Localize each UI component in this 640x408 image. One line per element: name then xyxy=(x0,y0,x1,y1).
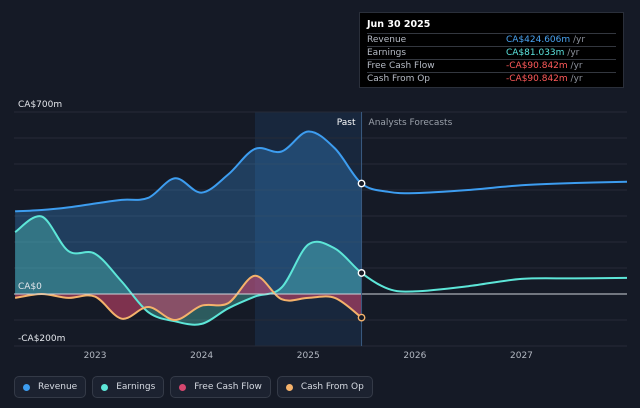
tooltip-row-fcf: Free Cash Flow -CA$90.842m /yr xyxy=(367,59,616,73)
legend: Revenue Earnings Free Cash Flow Cash Fro… xyxy=(14,376,373,398)
tooltip-value: CA$81.033m /yr xyxy=(506,48,580,58)
tooltip-panel: Jun 30 2025 Revenue CA$424.606m /yr Earn… xyxy=(359,12,624,88)
tooltip-label: Earnings xyxy=(367,48,407,58)
legend-item-earnings[interactable]: Earnings xyxy=(92,376,165,398)
legend-label: Free Cash Flow xyxy=(194,382,262,392)
legend-item-free-cash-flow[interactable]: Free Cash Flow xyxy=(170,376,271,398)
legend-dot-icon xyxy=(101,383,109,391)
x-tick-label: 2027 xyxy=(510,351,533,361)
y-tick-label: CA$0 xyxy=(18,282,42,292)
y-axis-labels: CA$700m CA$0 -CA$200m xyxy=(18,100,65,344)
x-tick-label: 2025 xyxy=(297,351,320,361)
forecast-label: Analysts Forecasts xyxy=(369,118,453,128)
y-tick-label: -CA$200m xyxy=(18,334,65,344)
tooltip-row-cfo: Cash From Op -CA$90.842m /yr xyxy=(367,72,616,86)
x-axis-labels: 2023 2024 2025 2026 2027 xyxy=(84,351,533,361)
chart-canvas: CA$700m CA$0 -CA$200m 2023 2024 2025 2026 2027… xyxy=(14,100,628,361)
tooltip-value: CA$424.606m /yr xyxy=(506,35,586,45)
past-label: Past xyxy=(337,118,356,128)
free-cash-flow-area xyxy=(15,275,362,321)
tooltip-value: -CA$90.842m /yr xyxy=(506,61,583,71)
x-tick-label: 2023 xyxy=(84,351,107,361)
earnings-end-marker xyxy=(357,269,366,277)
legend-dot-icon xyxy=(179,383,187,391)
tooltip-date: Jun 30 2025 xyxy=(367,19,431,30)
endpoint-markers xyxy=(357,179,366,322)
cash-from-op-line xyxy=(14,274,363,322)
legend-item-cash-from-op[interactable]: Cash From Op xyxy=(276,376,373,398)
revenue-area xyxy=(15,131,362,294)
legend-label: Cash From Op xyxy=(300,382,364,392)
revenue-line xyxy=(15,130,628,213)
legend-label: Earnings xyxy=(116,382,156,392)
legend-dot-icon xyxy=(23,383,30,391)
x-tick-label: 2026 xyxy=(403,351,426,361)
tooltip-row-earnings: Earnings CA$81.033m /yr xyxy=(367,46,616,60)
x-tick-label: 2024 xyxy=(190,351,213,361)
tooltip-label: Cash From Op xyxy=(367,74,431,84)
cash-from-op-end-marker xyxy=(357,313,366,322)
area-fills xyxy=(15,131,362,325)
legend-dot-icon xyxy=(285,383,293,391)
revenue-end-marker xyxy=(357,179,366,188)
tooltip-row-revenue: Revenue CA$424.606m /yr xyxy=(367,33,616,47)
y-tick-label: CA$700m xyxy=(18,100,62,110)
legend-item-revenue[interactable]: Revenue xyxy=(14,376,87,398)
legend-label: Revenue xyxy=(38,382,78,392)
tooltip-label: Free Cash Flow xyxy=(367,61,435,71)
tooltip-value: -CA$90.842m /yr xyxy=(506,74,583,84)
tooltip-label: Revenue xyxy=(367,35,407,45)
